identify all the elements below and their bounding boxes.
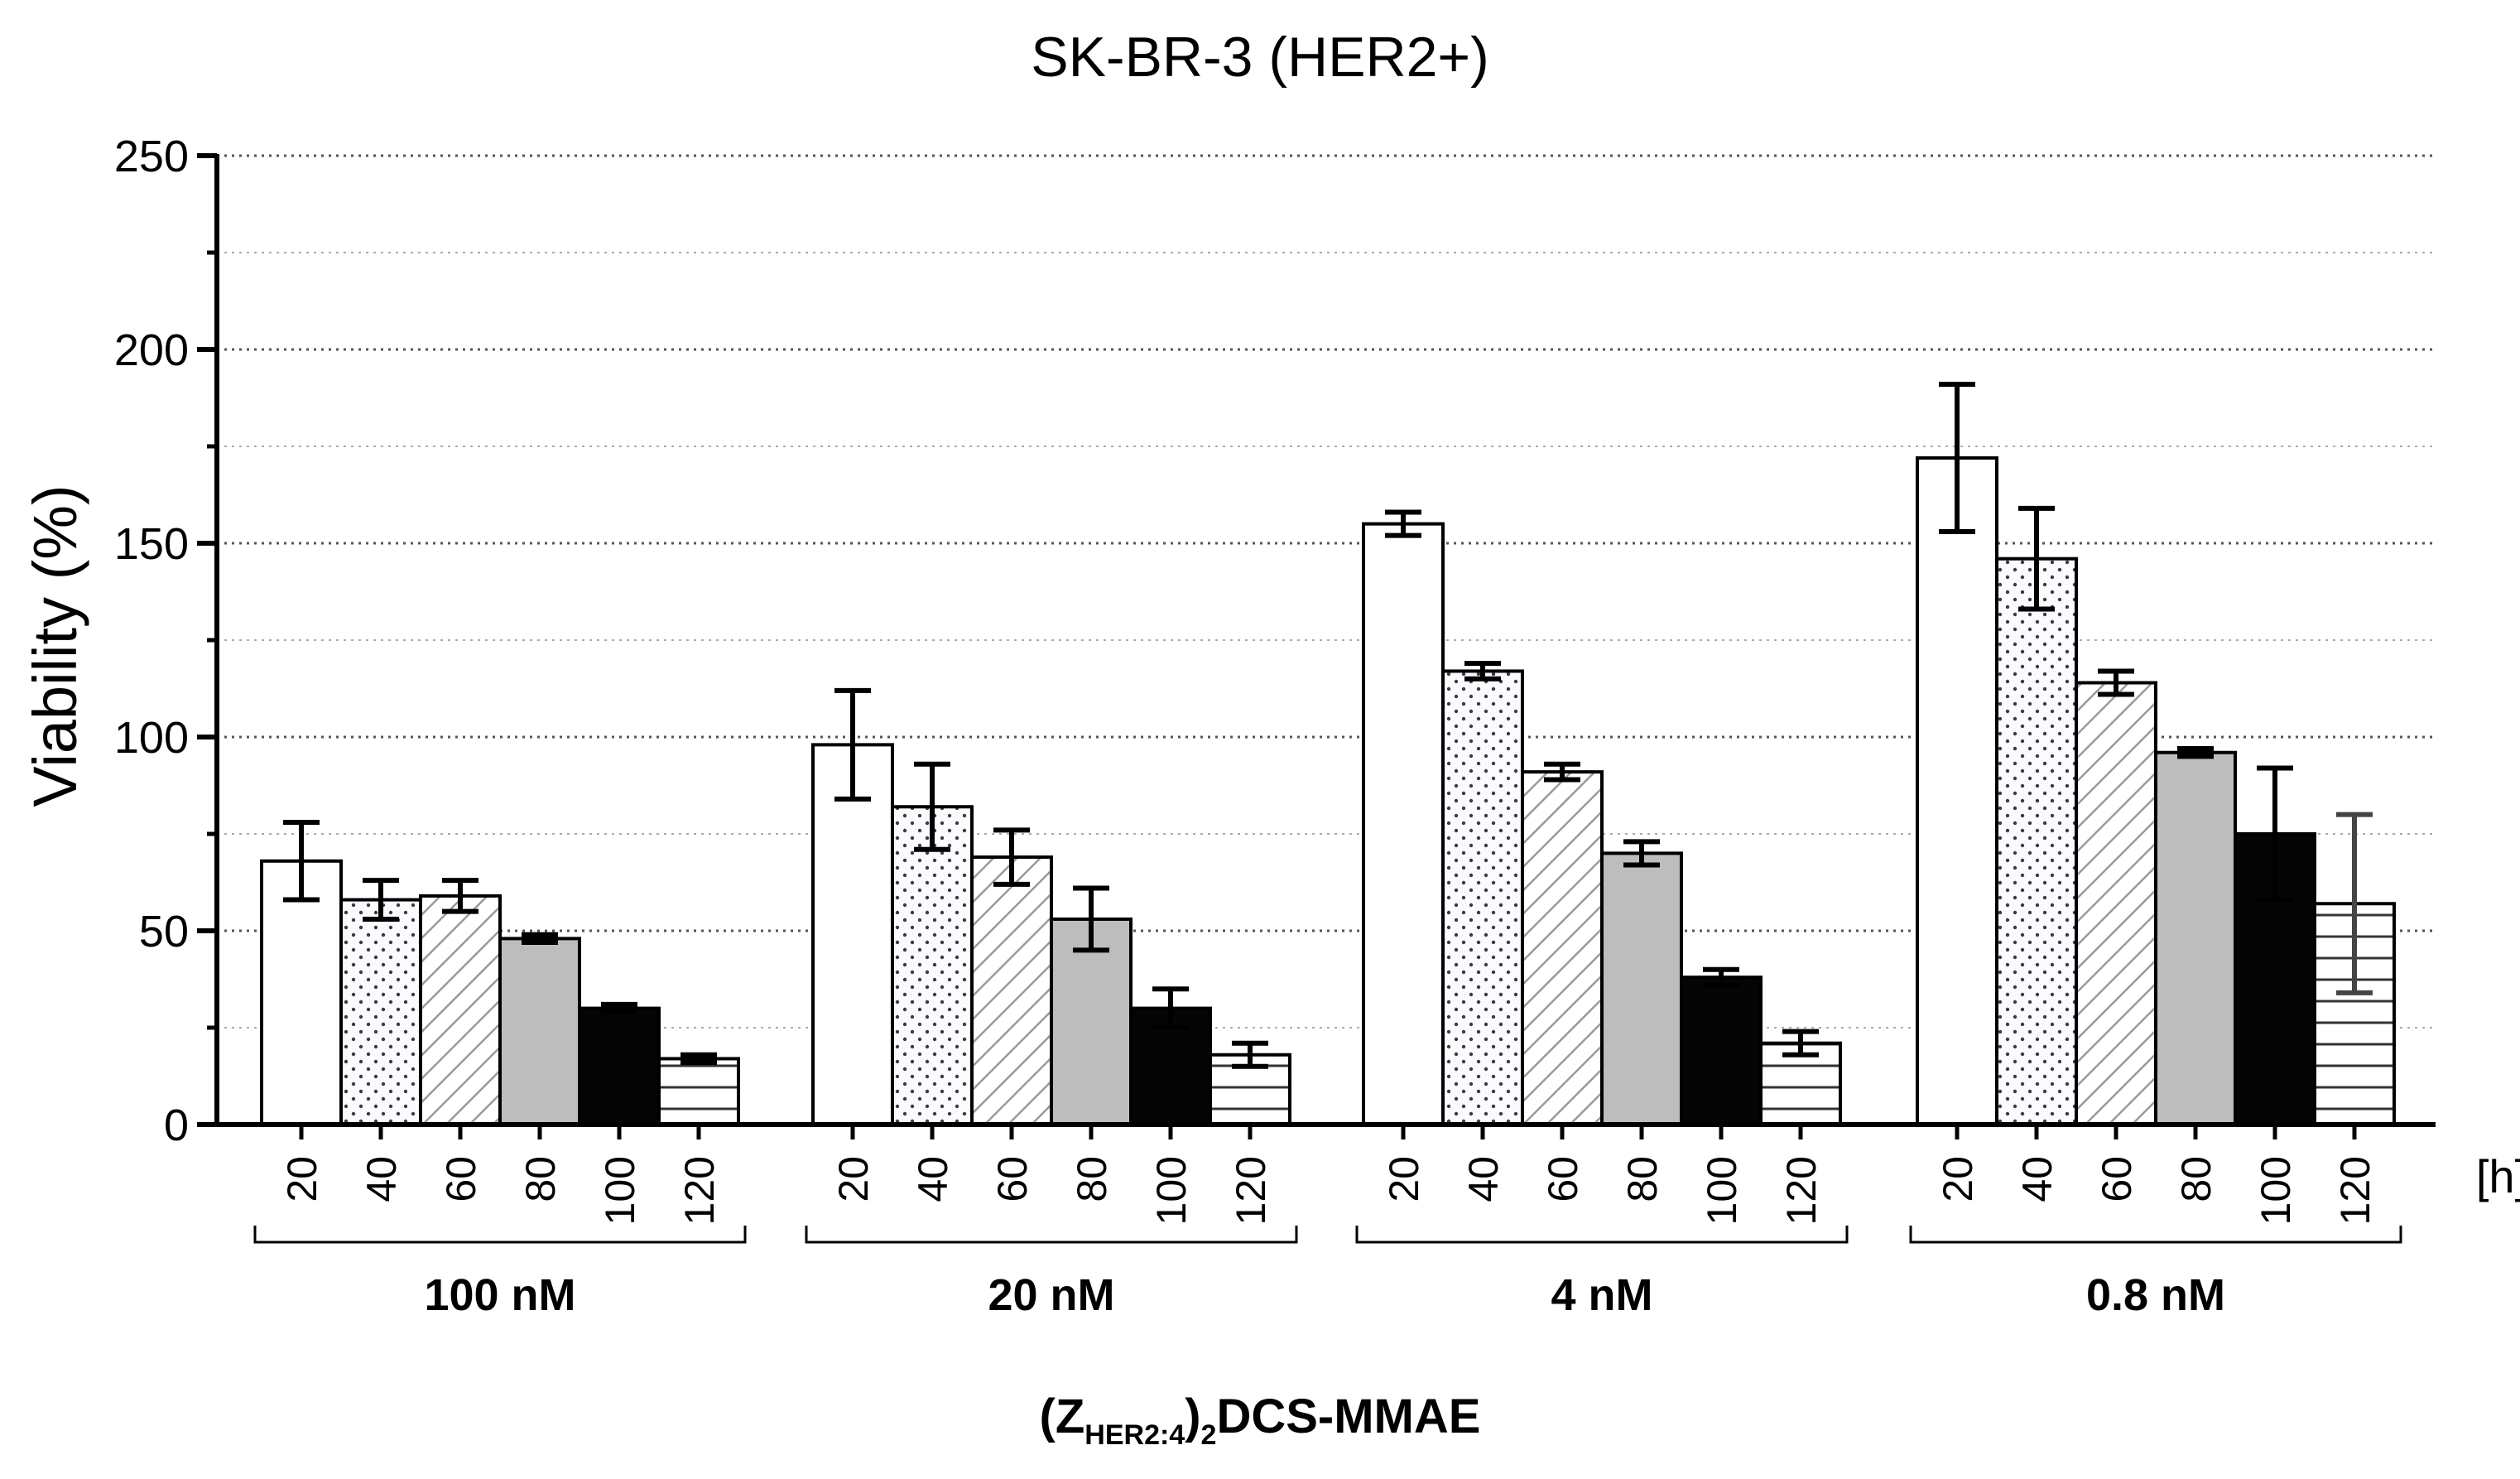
y-tick-label: 100: [114, 713, 189, 763]
y-tick-label: 200: [114, 325, 189, 375]
y-tick-label: 0: [164, 1101, 189, 1150]
chart-title: SK-BR-3 (HER2+): [1031, 26, 1489, 89]
bars: [260, 456, 2396, 1127]
bar: [1916, 456, 1998, 1126]
y-axis-label: Viability (%): [21, 484, 89, 807]
axes: 0 50 100 150 200 250: [114, 132, 2436, 1150]
x-tick-label: 20: [279, 1156, 325, 1202]
x-tick-labels: 20 40 60 80 100 120 20 40 60 80 100 120 20 40 60 80 100 1…: [279, 1156, 2378, 1225]
bar: [498, 937, 581, 1126]
bar: [1600, 851, 1683, 1127]
group-label: 0.8 nM: [2086, 1270, 2225, 1320]
x-axis-label: (ZHER2:4)2DCS-MMAE: [1040, 1390, 1481, 1451]
x-tick-label: 20: [830, 1156, 877, 1202]
bar: [578, 1006, 661, 1126]
x-tick-label: 120: [676, 1156, 723, 1225]
group-label: 20 nM: [988, 1270, 1114, 1320]
group-brackets: 100 nM 20 nM 4 nM 0.8 nM: [253, 1226, 2402, 1320]
bar: [260, 859, 343, 1126]
x-tick-label: 100: [2253, 1156, 2299, 1225]
bar: [419, 894, 502, 1126]
bar: [1441, 669, 1524, 1126]
x-axis-label-suffix: DCS-MMAE: [1216, 1390, 1480, 1443]
y-tick-label: 250: [114, 132, 189, 181]
x-tick-label: 120: [2332, 1156, 2378, 1225]
bar: [1362, 522, 1445, 1126]
group-bracket: [253, 1226, 747, 1244]
group-label: 4 nM: [1551, 1270, 1652, 1320]
bar: [1521, 770, 1604, 1126]
group-bracket: [1355, 1226, 1849, 1244]
x-tick-label: 40: [358, 1156, 405, 1202]
x-tick-label: 60: [1540, 1156, 1586, 1202]
x-tick-label: 80: [1619, 1156, 1666, 1202]
x-tick-label: 100: [1699, 1156, 1745, 1225]
bar: [2075, 681, 2157, 1126]
bar: [657, 1057, 740, 1126]
x-tick-label: 20: [1935, 1156, 1981, 1202]
bar: [970, 855, 1053, 1126]
group-bracket: [805, 1226, 1298, 1244]
x-tick-label: 80: [2173, 1156, 2219, 1202]
bar: [2154, 750, 2237, 1126]
x-tick-label: 60: [438, 1156, 484, 1202]
bar: [1995, 556, 2078, 1126]
x-tick-label: 40: [910, 1156, 956, 1202]
x-tick-label: 60: [2094, 1156, 2140, 1202]
x-tick-label: 100: [1148, 1156, 1195, 1225]
x-tick-label: 20: [1381, 1156, 1427, 1202]
x-axis-label-sub1: HER2:4: [1084, 1419, 1185, 1451]
y-tick-label: 150: [114, 519, 189, 569]
error-bars: [283, 382, 2373, 1069]
x-tick-label: 120: [1228, 1156, 1274, 1225]
x-tick-label: 120: [1778, 1156, 1825, 1225]
x-unit-label: [h]: [2476, 1150, 2520, 1202]
x-tick-label: 80: [1069, 1156, 1115, 1202]
x-tick-label: 40: [2014, 1156, 2061, 1202]
y-tick-label: 50: [139, 907, 189, 956]
x-axis-label-sub2: 2: [1201, 1419, 1217, 1451]
bar: [811, 743, 894, 1126]
bar: [891, 805, 974, 1126]
group-bracket: [1909, 1226, 2402, 1244]
x-tick-label: 100: [597, 1156, 643, 1225]
x-axis-label-mid: ): [1185, 1390, 1200, 1443]
x-tick-label: 40: [1460, 1156, 1507, 1202]
group-label: 100 nM: [424, 1270, 575, 1320]
bar: [1680, 976, 1763, 1127]
x-tick-label: 60: [989, 1156, 1036, 1202]
bar: [339, 898, 422, 1127]
x-axis-label-prefix: (Z: [1040, 1390, 1085, 1443]
x-tick-label: 80: [517, 1156, 564, 1202]
